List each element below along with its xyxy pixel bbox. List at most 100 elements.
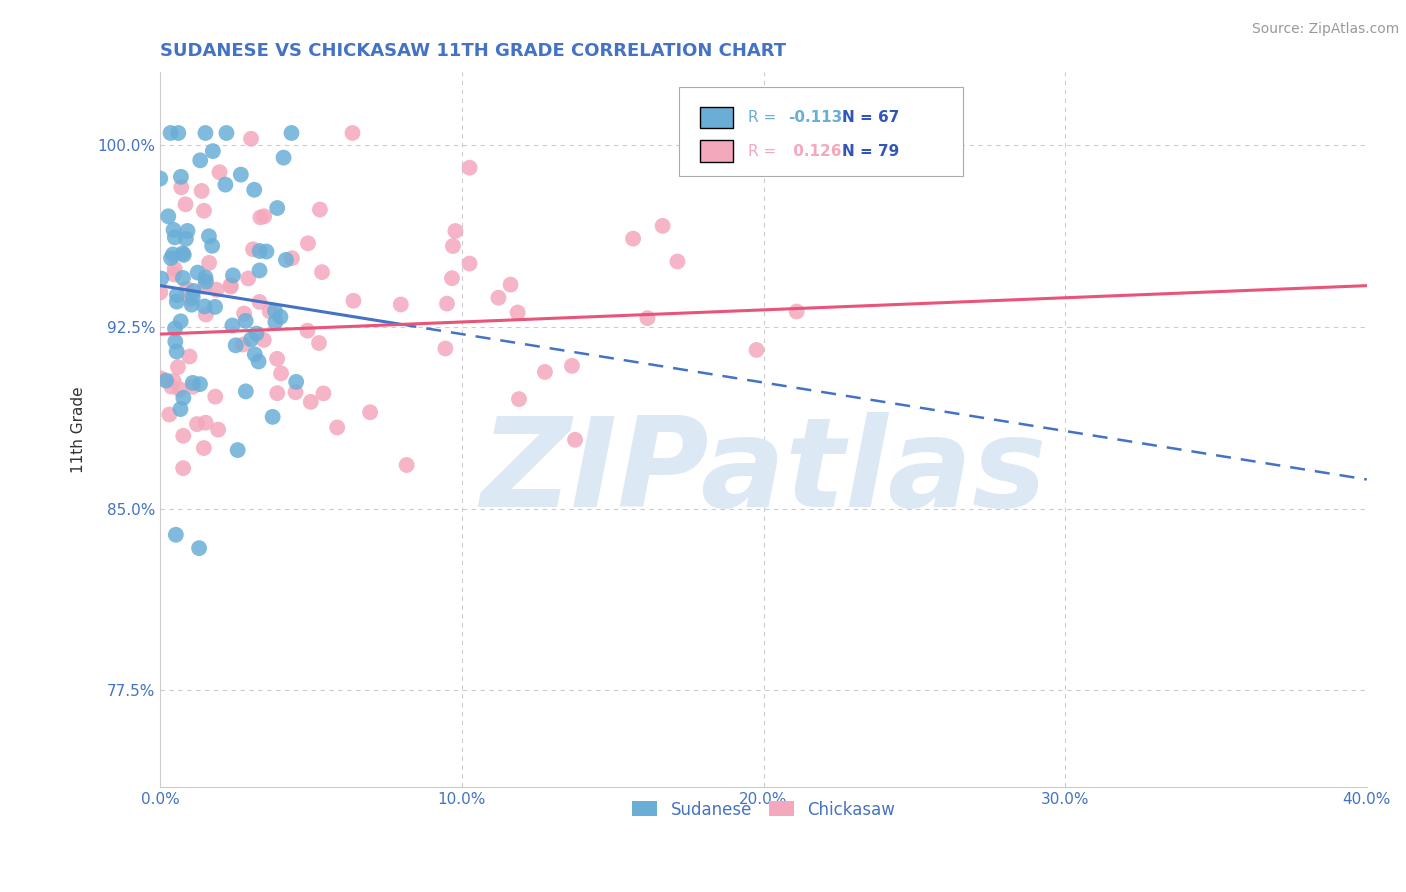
Point [162,223,184,237]
Point [181,376,204,390]
Point [235,314,257,328]
Point [165,334,187,349]
Point [259,304,281,318]
Point [226,443,249,458]
Point [242,242,264,256]
Point [312,386,335,401]
Point [229,168,252,182]
Point [249,294,271,309]
Point [308,336,330,351]
Point [214,178,236,192]
Point [172,271,194,285]
Point [441,239,464,253]
Point [309,202,332,217]
Point [163,321,186,335]
Point [194,279,217,293]
Point [163,230,186,244]
Point [157,408,180,422]
Point [208,165,231,179]
Point [159,126,181,140]
Point [269,310,291,324]
Point [188,541,211,556]
Point [193,300,215,314]
Point [204,300,226,314]
Point [166,344,188,359]
Point [254,244,277,259]
Legend: Sudanese, Chickasaw: Sudanese, Chickasaw [626,794,901,825]
Point [162,374,184,388]
Point [273,151,295,165]
Point [233,306,256,320]
Point [170,169,193,184]
Point [150,271,173,285]
Point [221,318,243,333]
Point [173,248,195,262]
Point [155,374,177,388]
Point [201,239,224,253]
Point [666,254,689,268]
Point [434,342,457,356]
Point [297,236,319,251]
Point [194,275,217,289]
Point [342,126,364,140]
Point [167,360,190,375]
Point [297,324,319,338]
Point [280,126,302,140]
Point [285,375,308,389]
Point [274,252,297,267]
Point [169,382,191,396]
Point [326,420,349,434]
Point [266,351,288,366]
Point [193,441,215,455]
Text: SUDANESE VS CHICKASAW 11TH GRADE CORRELATION CHART: SUDANESE VS CHICKASAW 11TH GRADE CORRELA… [160,42,786,60]
Point [440,271,463,285]
Point [188,153,211,168]
Point [266,201,288,215]
Point [215,126,238,140]
Point [194,270,217,285]
Point [149,171,172,186]
Point [219,278,242,293]
Point [786,304,808,318]
Point [651,219,673,233]
Point [198,229,221,244]
Point [167,126,190,140]
Point [281,252,304,266]
Point [165,528,187,542]
Point [219,279,242,293]
Point [149,371,172,385]
Point [561,359,583,373]
Point [238,271,260,285]
Point [249,211,271,225]
Text: Source: ZipAtlas.com: Source: ZipAtlas.com [1251,22,1399,37]
Point [207,423,229,437]
Point [163,268,186,282]
Point [235,384,257,399]
Point [564,433,586,447]
Point [176,282,198,296]
Point [170,314,193,328]
Point [436,296,458,310]
Point [243,347,266,361]
Point [444,224,467,238]
FancyBboxPatch shape [679,87,963,176]
Point [222,268,245,283]
Point [232,337,254,351]
Point [506,305,529,319]
Text: -0.113: -0.113 [787,110,842,125]
Point [253,209,276,223]
Text: ZIPatlas: ZIPatlas [481,412,1046,533]
Point [204,390,226,404]
Point [176,224,198,238]
Point [180,298,202,312]
Point [193,203,215,218]
Point [270,367,292,381]
Point [179,350,201,364]
Y-axis label: 11th Grade: 11th Grade [72,386,86,473]
Point [311,265,333,279]
Point [262,409,284,424]
Point [249,244,271,258]
Text: 0.126: 0.126 [787,144,841,159]
Point [172,391,194,405]
Point [284,385,307,400]
